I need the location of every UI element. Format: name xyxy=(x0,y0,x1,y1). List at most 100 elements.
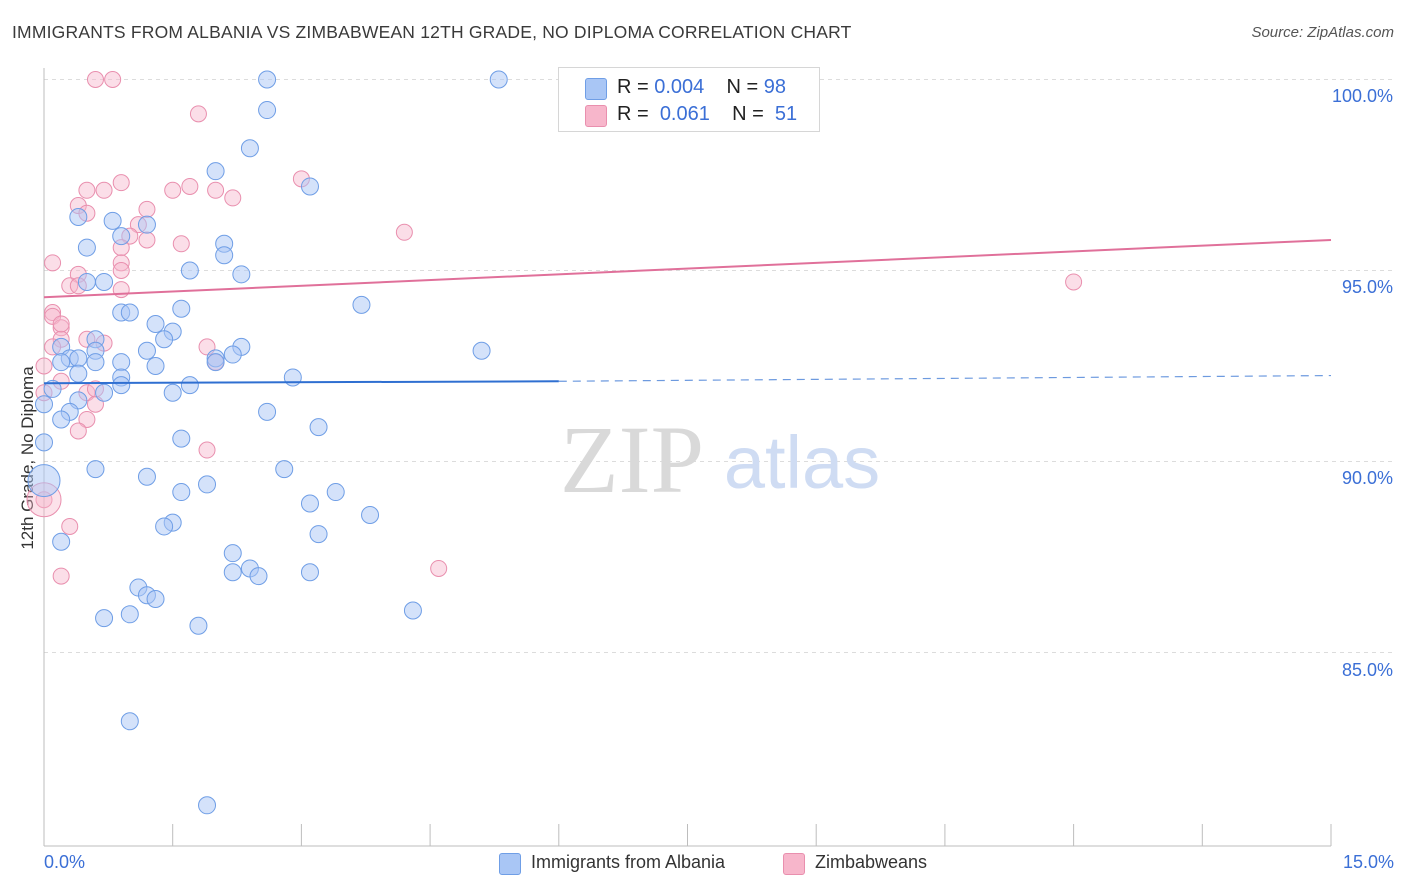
data-point-albania xyxy=(69,208,88,227)
data-point-albania xyxy=(137,215,156,234)
legend-r-value-zimbabwe: 0.061 xyxy=(659,103,710,125)
data-point-albania xyxy=(258,402,277,421)
data-point-albania xyxy=(155,330,174,349)
data-point-albania xyxy=(137,467,156,486)
data-point-zimbabwe xyxy=(224,189,242,207)
series-zimbabweans xyxy=(26,71,1083,585)
bottom-legend-swatch-zimbabwe xyxy=(783,853,805,875)
data-point-albania xyxy=(69,364,88,383)
axes xyxy=(43,68,1332,847)
data-point-albania xyxy=(240,139,259,158)
data-point-albania xyxy=(95,609,114,628)
data-point-albania xyxy=(206,162,225,181)
data-point-albania xyxy=(300,177,319,196)
data-point-zimbabwe xyxy=(207,181,225,199)
data-point-albania xyxy=(137,341,156,360)
data-point-albania xyxy=(472,341,491,360)
legend-n-value-zimbabwe: 51 xyxy=(774,103,798,125)
data-point-albania xyxy=(163,383,182,402)
data-point-albania xyxy=(275,460,294,479)
data-point-albania xyxy=(86,353,105,372)
data-point-albania xyxy=(206,353,225,372)
legend-n-value-albania: 98 xyxy=(763,76,787,98)
legend-n-label: N = xyxy=(726,76,759,98)
data-point-albania xyxy=(198,796,217,815)
data-point-zimbabwe xyxy=(1065,273,1083,291)
y-tick-label: 95.0% xyxy=(1341,277,1393,297)
legend-r-label: R = xyxy=(617,76,649,98)
data-point-albania xyxy=(52,410,71,429)
data-point-albania xyxy=(180,261,199,280)
data-point-albania xyxy=(43,379,62,398)
y-tick-label: 90.0% xyxy=(1341,468,1393,488)
trend-line-albania-dashed xyxy=(558,374,1332,382)
data-point-albania xyxy=(258,70,277,89)
data-point-albania xyxy=(146,314,165,333)
data-point-albania xyxy=(180,376,199,395)
y-tick-label: 100.0% xyxy=(1331,86,1393,106)
watermark: ZIP atlas xyxy=(560,406,880,513)
data-point-albania xyxy=(35,395,53,414)
data-point-albania xyxy=(27,464,61,498)
x-tick-label-min: 0.0% xyxy=(44,852,86,872)
data-point-zimbabwe xyxy=(112,281,130,299)
data-point-albania xyxy=(258,101,277,120)
data-point-albania xyxy=(361,505,380,524)
data-point-zimbabwe xyxy=(86,71,104,88)
data-point-zimbabwe xyxy=(44,254,62,272)
data-point-zimbabwe xyxy=(138,231,156,249)
data-point-albania xyxy=(223,345,242,364)
data-point-albania xyxy=(120,605,139,624)
data-point-zimbabwe xyxy=(44,304,62,322)
trend-line-zimbabwe xyxy=(43,238,1332,299)
data-point-zimbabwe xyxy=(181,177,199,195)
data-point-zimbabwe xyxy=(61,517,79,535)
data-point-albania xyxy=(352,295,371,314)
data-point-albania xyxy=(300,494,319,513)
legend: R = 0.004 N = 98 R = 0.061 N = 51 xyxy=(558,67,820,132)
data-point-zimbabwe xyxy=(395,223,413,241)
data-point-albania xyxy=(198,475,217,494)
data-point-albania xyxy=(155,517,174,536)
data-point-zimbabwe xyxy=(61,277,79,295)
data-point-zimbabwe xyxy=(112,262,130,279)
source-label: Source: ZipAtlas.com xyxy=(1251,24,1394,41)
data-point-albania xyxy=(172,483,191,502)
data-point-albania xyxy=(309,418,328,437)
data-point-albania xyxy=(95,272,114,291)
data-point-albania xyxy=(112,353,131,372)
data-point-albania xyxy=(146,357,165,375)
data-point-albania xyxy=(172,299,191,318)
data-point-zimbabwe xyxy=(112,174,130,192)
data-point-albania xyxy=(249,567,268,586)
legend-r-label: R = xyxy=(617,103,649,125)
data-point-albania xyxy=(77,272,96,291)
data-point-albania xyxy=(403,601,422,620)
data-point-albania xyxy=(103,211,122,230)
data-point-albania xyxy=(146,590,165,609)
data-point-albania xyxy=(52,353,71,372)
data-point-albania xyxy=(223,544,242,563)
data-point-zimbabwe xyxy=(172,235,190,253)
data-point-albania xyxy=(120,303,139,322)
trend-line-albania xyxy=(43,380,559,385)
data-point-albania xyxy=(326,483,345,502)
data-point-albania xyxy=(95,383,114,402)
data-point-zimbabwe xyxy=(78,181,96,199)
data-point-zimbabwe xyxy=(430,559,448,577)
y-tick-label: 85.0% xyxy=(1341,660,1393,680)
data-point-zimbabwe xyxy=(35,357,53,375)
data-point-albania xyxy=(77,238,96,257)
trend-lines xyxy=(43,238,1332,385)
x-tick-label-max: 15.0% xyxy=(1342,852,1394,872)
data-point-zimbabwe xyxy=(164,181,182,199)
data-point-albania xyxy=(283,368,302,387)
data-point-albania xyxy=(300,563,319,582)
data-point-albania xyxy=(172,429,191,448)
data-point-albania xyxy=(215,246,234,265)
data-point-zimbabwe xyxy=(198,441,216,459)
data-point-albania xyxy=(120,712,139,731)
data-point-albania xyxy=(35,433,53,452)
data-point-albania xyxy=(86,460,105,479)
bottom-legend-label-zimbabwe: Zimbabweans xyxy=(815,852,928,872)
